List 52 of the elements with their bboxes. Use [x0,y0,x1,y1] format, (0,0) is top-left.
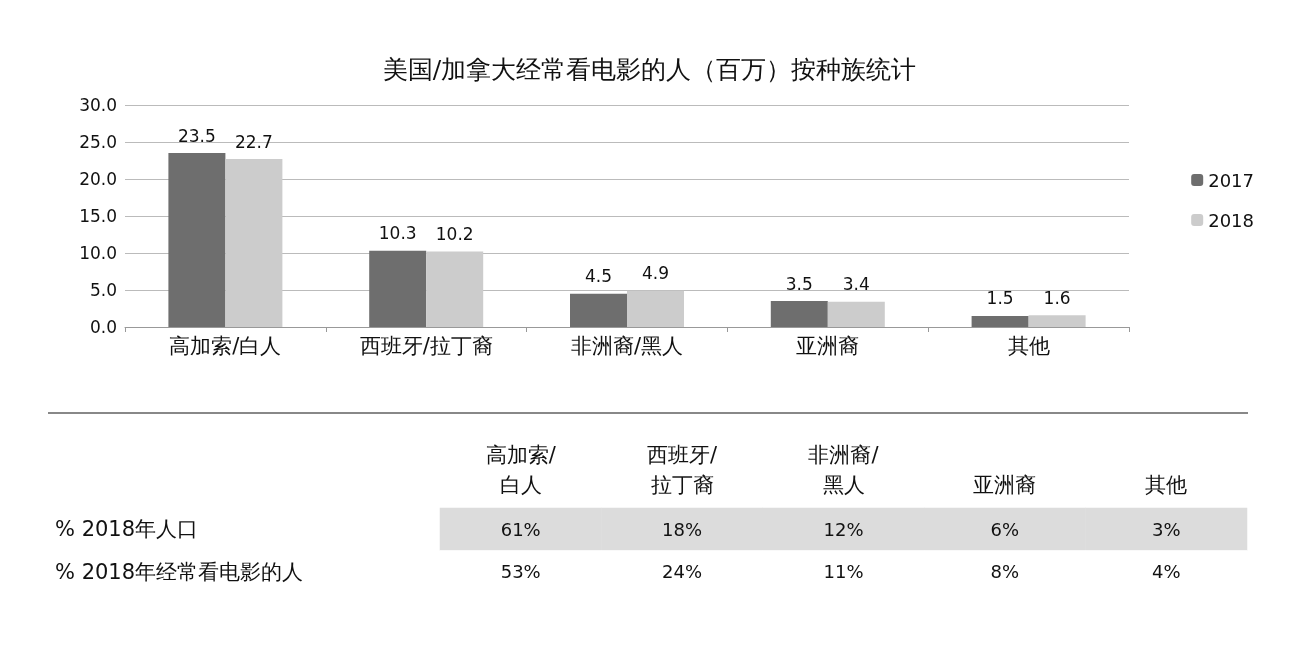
text: 24% [662,561,703,583]
bar [627,290,684,327]
y-tick-label: 25.0 [79,132,117,152]
text: 8% [990,561,1020,583]
data-label: 1.5 [986,288,1014,309]
text: 61% [500,518,541,540]
x-tick-label: 非洲裔/黑人 [570,333,684,358]
y-tick-label: 0.0 [89,317,117,337]
category-label: 西班牙/ 拉丁裔 [647,443,719,497]
category-label: 非洲裔/ 黑人 [808,443,880,497]
bar [570,293,627,327]
data-label: 22.7 [234,131,273,152]
bar [827,301,885,327]
bar [971,315,1029,327]
x-tick-label: 西班牙/拉丁裔 [359,333,493,358]
bar [369,250,427,327]
category-label: % 2018年经常看电影的人 [55,559,304,584]
text: 3% [1152,518,1181,540]
data-label: 1.6 [1043,287,1071,308]
text: 12% [823,518,864,540]
y-tick-label: 30.0 [79,95,117,115]
x-tick-label: 其他 [1007,333,1050,358]
y-tick-label: 15.0 [79,206,117,226]
text: 11% [823,561,864,583]
y-tick-label: 10.0 [79,243,117,263]
legend-label: 2017 [1208,169,1254,191]
category-label: % 2018年人口 [55,517,199,542]
data-label: 3.5 [785,273,813,294]
text: 18% [662,518,703,540]
bar [426,251,484,327]
category-label: 亚洲裔 [973,473,1037,497]
bar [225,159,283,327]
x-tick-label: 高加索/白人 [169,333,282,358]
data-label: 4.9 [641,263,670,284]
y-tick-label: 5.0 [89,280,117,300]
text: 53% [500,561,541,583]
bar [168,153,226,327]
y-tick-label: 20.0 [79,169,117,189]
bar [770,301,828,327]
bar [1028,315,1086,327]
legend-label: 2018 [1208,209,1254,231]
chart-title: 美国/加拿大经常看电影的人（百万）按种族统计 [382,55,917,84]
data-label: 10.3 [378,223,417,244]
category-label: 高加索/ 白人 [485,443,557,497]
data-label: 23.5 [177,125,216,146]
data-label: 10.2 [435,224,474,245]
category-label: 其他 [1145,473,1188,497]
data-label: 4.5 [584,266,613,287]
x-tick-label: 亚洲裔 [796,333,860,358]
text: 6% [990,518,1020,540]
text: 4% [1152,561,1181,583]
data-label: 3.4 [842,274,870,295]
